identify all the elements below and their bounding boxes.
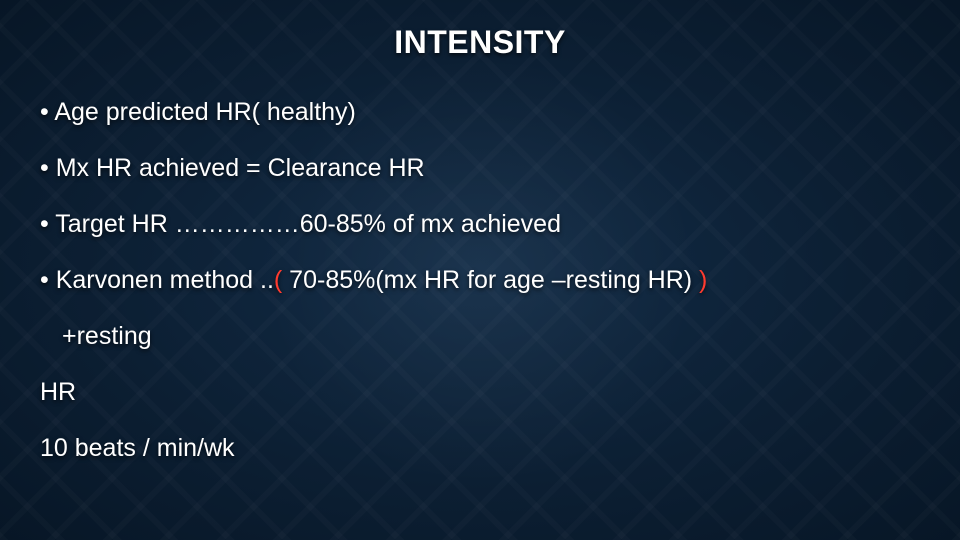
bullet-text-mid: 70-85%(mx HR for age –resting HR)	[282, 266, 699, 294]
bullet-item: Age predicted HR( healthy)	[40, 97, 920, 127]
bullet-item: Target HR ……………60-85% of mx achieved	[40, 209, 920, 239]
slide-body: Age predicted HR( healthy) Mx HR achieve…	[40, 97, 920, 463]
body-line: 10 beats / min/wk	[40, 433, 920, 463]
bullet-text-lead: Karvonen method ..	[56, 266, 274, 294]
paren-close: )	[699, 266, 707, 294]
bullet-item: Karvonen method ..( 70-85%(mx HR for age…	[40, 265, 920, 295]
body-line: HR	[40, 377, 920, 407]
slide-title: INTENSITY	[40, 24, 920, 61]
bullet-item: Mx HR achieved = Clearance HR	[40, 153, 920, 183]
slide: INTENSITY Age predicted HR( healthy) Mx …	[0, 0, 960, 540]
paren-open: (	[274, 266, 282, 294]
bullet-continuation: +resting	[40, 321, 920, 351]
